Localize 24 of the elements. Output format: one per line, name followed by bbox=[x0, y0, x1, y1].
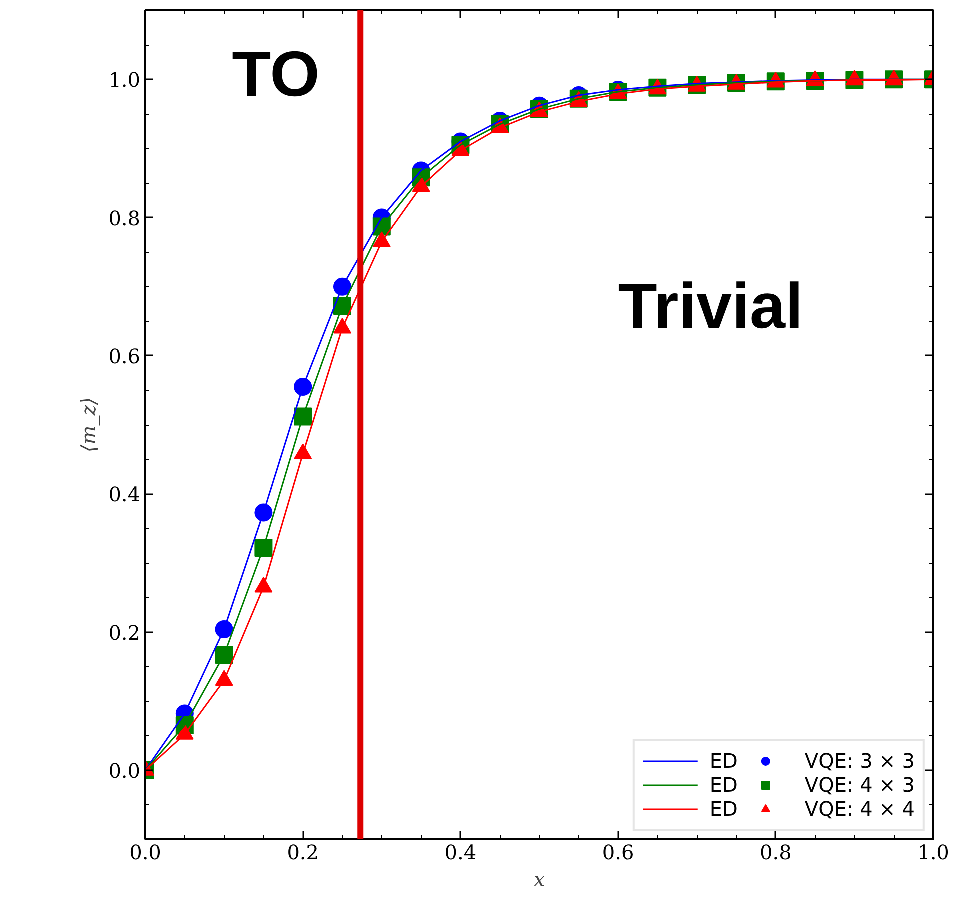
x-tick-label: 1.0 bbox=[918, 840, 950, 864]
legend-label: ED bbox=[710, 797, 738, 821]
legend-label: ED bbox=[710, 773, 738, 797]
y-tick-label: 0.0 bbox=[108, 758, 141, 783]
y-tick-label: 0.8 bbox=[108, 206, 141, 230]
x-tick-label: 0.6 bbox=[602, 840, 634, 864]
x-axis-title: x bbox=[534, 868, 546, 892]
x-tick-label: 0.2 bbox=[287, 840, 320, 864]
annotation: TO bbox=[232, 38, 320, 110]
point bbox=[254, 538, 273, 557]
legend-label: VQE: 4 × 3 bbox=[804, 773, 915, 797]
y-tick-label: 1.0 bbox=[108, 68, 141, 92]
point bbox=[294, 378, 312, 396]
legend-label: VQE: 4 × 4 bbox=[804, 797, 915, 821]
y-tick-label: 0.2 bbox=[108, 620, 141, 645]
y-tick-label: 0.4 bbox=[108, 482, 141, 507]
y-axis-title: ⟨m_z⟩ bbox=[76, 397, 101, 453]
y-tick-label: 0.6 bbox=[108, 344, 141, 368]
x-tick-label: 0.4 bbox=[444, 840, 477, 864]
x-tick-label: 0.8 bbox=[760, 840, 792, 864]
x-tick-label: 0.0 bbox=[130, 840, 162, 864]
annotation: Trivial bbox=[618, 270, 804, 342]
legend-label: VQE: 3 × 3 bbox=[804, 749, 915, 773]
legend-label: ED bbox=[710, 749, 738, 773]
